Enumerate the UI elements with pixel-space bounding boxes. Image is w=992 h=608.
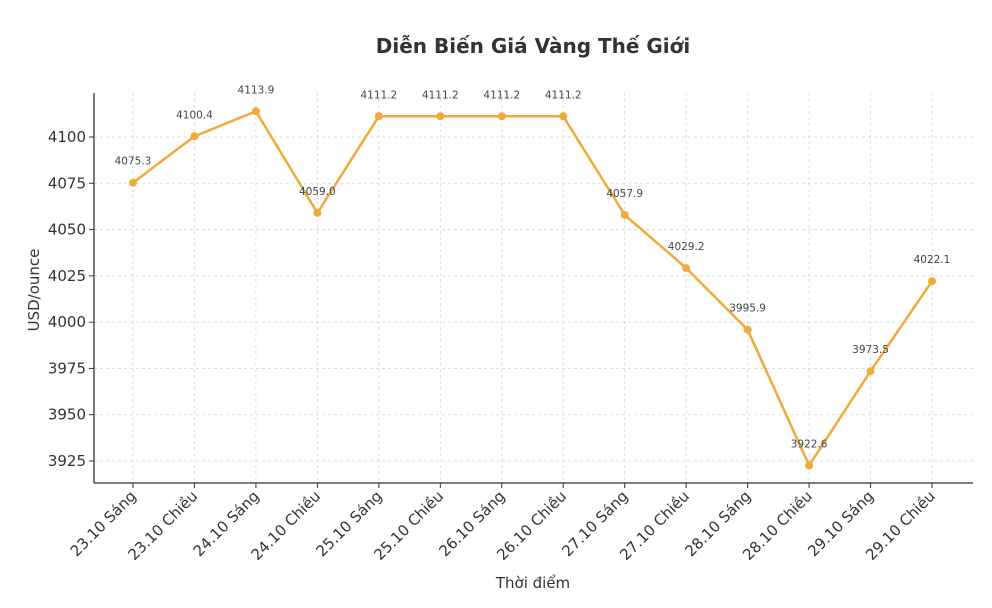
data-point-marker	[190, 132, 199, 141]
data-point-marker	[129, 178, 137, 187]
gridlines	[94, 93, 973, 483]
data-point-label: 4111.2	[422, 89, 459, 101]
y-tick-label: 4075	[48, 174, 86, 192]
data-point-marker	[620, 210, 629, 219]
y-axis-label: USD/ounce	[25, 249, 43, 332]
data-point-marker	[436, 112, 445, 121]
chart-title: Diễn Biến Giá Vàng Thế Giới	[376, 34, 691, 58]
data-point-label: 3973.5	[852, 344, 889, 356]
data-point-label: 4022.1	[914, 254, 951, 266]
data-point-marker	[497, 112, 506, 121]
axes	[93, 93, 973, 484]
data-labels: 4075.3 4100.4 4113.9 4059.0 4111.2 4111.2 4111…	[115, 84, 951, 450]
data-point-label: 3995.9	[729, 303, 766, 315]
data-series	[129, 107, 936, 470]
data-point-label: 3922.6	[791, 438, 828, 450]
y-tick-label: 3925	[48, 452, 86, 470]
data-point-marker	[866, 367, 875, 376]
x-axis-label: Thời điểm	[495, 574, 570, 592]
y-axis-ticks: 3925 3950 3975 4000 4025 4050 4075 4100	[48, 128, 94, 470]
data-point-label: 4057.9	[606, 188, 643, 200]
data-point-label: 4100.4	[176, 109, 213, 121]
data-point-label: 4113.9	[238, 84, 275, 96]
data-point-label: 4029.2	[668, 241, 705, 253]
data-point-label: 4111.2	[483, 89, 520, 101]
y-tick-label: 4025	[48, 267, 86, 285]
data-point-marker	[743, 325, 752, 334]
data-point-marker	[805, 461, 814, 470]
data-point-marker	[928, 277, 936, 286]
data-point-label: 4075.3	[115, 156, 152, 168]
y-tick-label: 4100	[48, 128, 86, 146]
data-point-marker	[374, 112, 383, 121]
y-tick-label: 3950	[48, 406, 86, 424]
data-point-label: 4059.0	[299, 186, 336, 198]
y-tick-label: 4050	[48, 221, 86, 239]
data-point-marker	[559, 112, 568, 121]
data-point-marker	[251, 107, 260, 116]
data-point-marker	[313, 208, 322, 217]
y-tick-label: 4000	[48, 313, 86, 331]
data-point-label: 4111.2	[545, 89, 582, 101]
data-point-marker	[682, 264, 691, 273]
data-point-label: 4111.2	[360, 89, 397, 101]
series-line	[132, 110, 934, 467]
y-tick-label: 3975	[48, 359, 86, 377]
